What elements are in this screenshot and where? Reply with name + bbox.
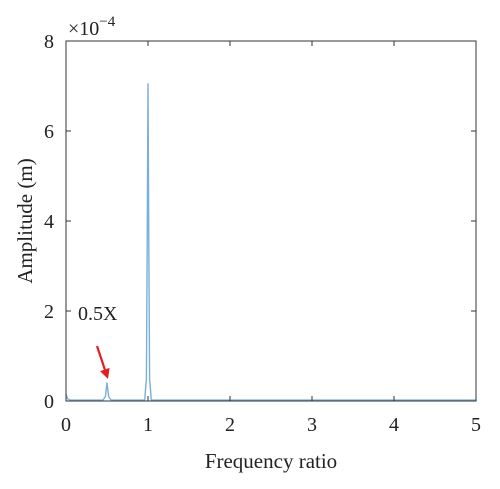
plot-frame [65,40,477,402]
annotation-arrowhead [100,367,110,379]
x-axis-label: Frequency ratio [205,449,337,473]
y-tick-label: 0 [44,391,54,413]
x-tick-label: 5 [471,414,481,436]
y-tick-label: 4 [44,211,54,233]
y-tick-label: 2 [44,301,54,323]
annotation-label-0-5x: 0.5X [78,303,118,325]
y-tick-label: 6 [44,121,54,143]
x-tick-label: 1 [143,414,153,436]
x-tick-label: 4 [389,414,399,436]
annotation-arrow [95,345,106,370]
amplitude-series-line [65,83,476,401]
y-axis-multiplier: ×10−4 [68,14,116,40]
x-tick-label: 3 [307,414,317,436]
y-tick-label: 8 [44,31,54,53]
x-tick-label: 2 [225,414,235,436]
y-axis-label: Amplitude (m) [13,158,37,283]
x-tick-label: 0 [61,414,71,436]
